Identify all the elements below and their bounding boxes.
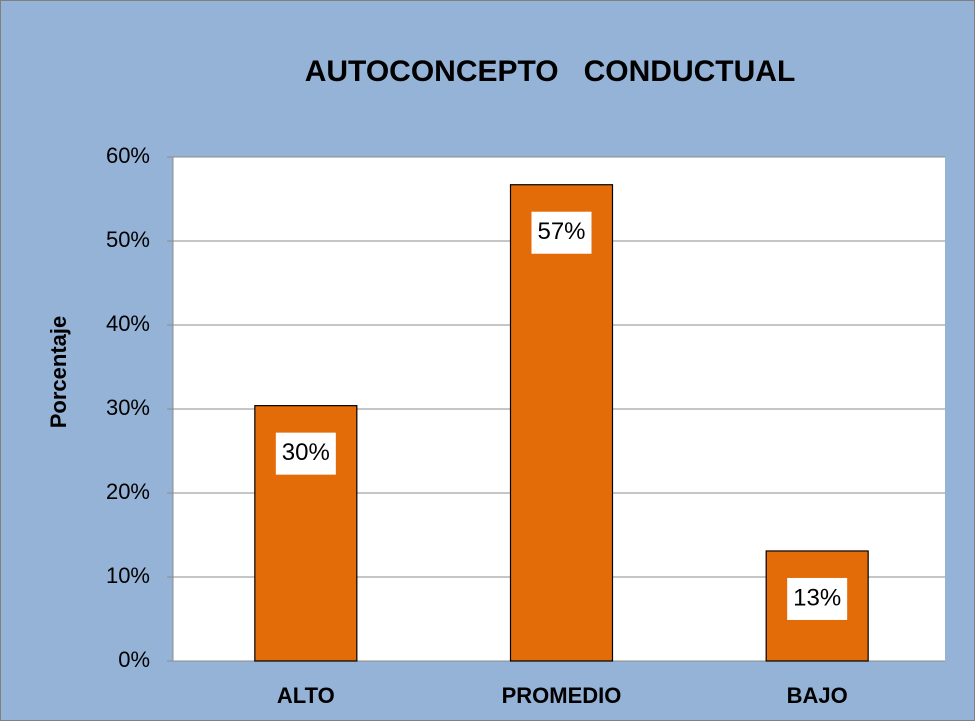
- y-axis-label: Porcentaje: [46, 316, 71, 429]
- y-tick-label: 20%: [106, 479, 150, 504]
- y-tick-label: 30%: [106, 395, 150, 420]
- data-label-box: [275, 432, 336, 475]
- x-tick-label: BAJO: [787, 683, 848, 708]
- y-tick-label: 50%: [106, 227, 150, 252]
- data-label: 30%: [282, 439, 330, 466]
- data-label: 13%: [793, 584, 841, 611]
- x-tick-label: ALTO: [277, 683, 335, 708]
- data-label-box: [531, 211, 592, 254]
- x-tick-label: PROMEDIO: [502, 683, 622, 708]
- bar: [765, 550, 869, 662]
- y-tick-label: 0%: [118, 647, 150, 672]
- y-tick-label: 10%: [106, 563, 150, 588]
- bar: [509, 184, 614, 662]
- y-tick-label: 60%: [106, 143, 150, 168]
- data-label-box: [787, 577, 848, 620]
- chart-title: AUTOCONCEPTO CONDUCTUAL: [305, 55, 796, 88]
- y-tick-label: 40%: [106, 311, 150, 336]
- data-label: 57%: [537, 218, 585, 245]
